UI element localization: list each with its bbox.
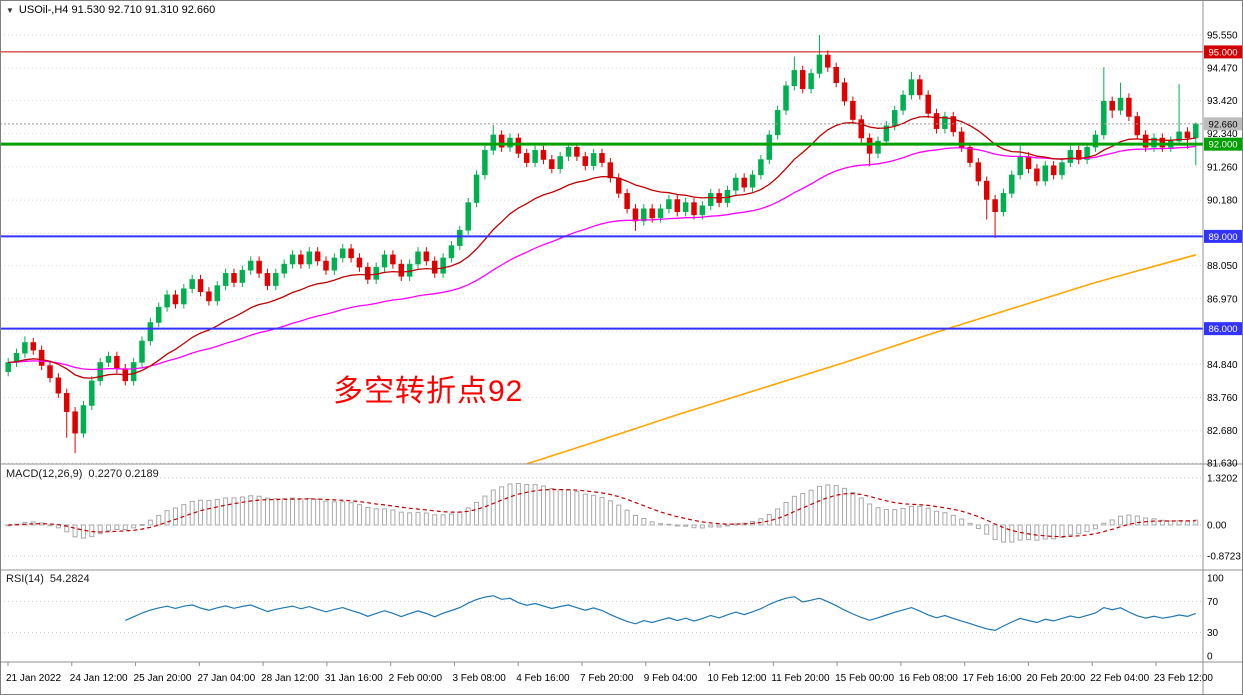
support-resistance-lines [0, 51, 1203, 330]
svg-text:21 Jan 2022: 21 Jan 2022 [6, 673, 61, 684]
macd-panel [5, 483, 1199, 543]
rsi-label-text: RSI(14) [6, 573, 44, 585]
svg-text:83.760: 83.760 [1207, 393, 1238, 404]
svg-text:27 Jan 04:00: 27 Jan 04:00 [197, 673, 255, 684]
svg-text:86.970: 86.970 [1207, 294, 1238, 305]
svg-text:86.000: 86.000 [1208, 324, 1237, 335]
svg-text:95.000: 95.000 [1208, 47, 1237, 58]
svg-text:100: 100 [1207, 574, 1224, 585]
svg-text:0.00: 0.00 [1207, 520, 1227, 531]
macd-values-text: 0.2270 0.2189 [88, 468, 159, 480]
svg-text:1.3202: 1.3202 [1207, 474, 1238, 485]
chevron-down-icon[interactable]: ▼ [6, 6, 14, 15]
svg-text:2 Feb 00:00: 2 Feb 00:00 [389, 673, 443, 684]
svg-text:-0.8723: -0.8723 [1207, 552, 1241, 563]
svg-text:20 Feb 20:00: 20 Feb 20:00 [1026, 673, 1085, 684]
svg-text:24 Jan 12:00: 24 Jan 12:00 [70, 673, 128, 684]
macd-label-text: MACD(12,26,9) [6, 468, 83, 480]
svg-text:90.180: 90.180 [1207, 196, 1238, 207]
svg-text:81.630: 81.630 [1207, 459, 1238, 470]
rsi-value-text: 54.2824 [49, 573, 90, 585]
svg-text:70: 70 [1207, 597, 1219, 608]
svg-text:11 Feb 20:00: 11 Feb 20:00 [771, 673, 830, 684]
grid-lines [0, 34, 1203, 634]
svg-text:89.000: 89.000 [1208, 232, 1237, 243]
time-axis[interactable]: 21 Jan 2022 24 Jan 12:00 25 Jan 20:00 27 Ja… [6, 662, 1213, 684]
chart-annotation-text[interactable]: 多空转折点92 [333, 375, 524, 408]
svg-text:93.420: 93.420 [1207, 96, 1238, 107]
svg-text:84.840: 84.840 [1207, 360, 1238, 371]
svg-text:92.660: 92.660 [1208, 119, 1237, 130]
svg-text:88.050: 88.050 [1207, 261, 1238, 272]
svg-text:91.260: 91.260 [1207, 162, 1238, 173]
moving-average-lines [8, 115, 1196, 379]
svg-text:95.550: 95.550 [1207, 31, 1238, 42]
symbol-ohlc-readout: USOil-,H4 91.530 92.710 91.310 92.660 [18, 4, 216, 16]
svg-text:3 Feb 08:00: 3 Feb 08:00 [452, 673, 506, 684]
candlestick-series [5, 35, 1199, 454]
slow-ma-line [526, 254, 1197, 465]
symbol-info-bar: ▼ USOil-,H4 91.530 92.710 91.310 92.660 [6, 4, 215, 16]
svg-text:16 Feb 08:00: 16 Feb 08:00 [899, 673, 958, 684]
svg-text:23 Feb 12:00: 23 Feb 12:00 [1154, 673, 1213, 684]
svg-text:15 Feb 00:00: 15 Feb 00:00 [835, 673, 894, 684]
svg-text:82.680: 82.680 [1207, 426, 1238, 437]
svg-text:9 Feb 04:00: 9 Feb 04:00 [644, 673, 698, 684]
svg-text:94.470: 94.470 [1207, 64, 1238, 75]
svg-text:22 Feb 04:00: 22 Feb 04:00 [1090, 673, 1149, 684]
price-axis[interactable]: 81.630 82.680 83.760 84.840 86.970 88.050 90.1… [1204, 31, 1242, 663]
rsi-indicator-label: RSI(14) 54.2824 [6, 573, 90, 585]
svg-text:7 Feb 20:00: 7 Feb 20:00 [580, 673, 634, 684]
svg-text:0: 0 [1207, 652, 1213, 663]
svg-text:28 Jan 12:00: 28 Jan 12:00 [261, 673, 319, 684]
rsi-panel [125, 595, 1197, 632]
svg-text:10 Feb 12:00: 10 Feb 12:00 [708, 673, 767, 684]
svg-text:4 Feb 16:00: 4 Feb 16:00 [516, 673, 570, 684]
svg-text:92.340: 92.340 [1207, 129, 1238, 140]
svg-text:17 Feb 16:00: 17 Feb 16:00 [963, 673, 1022, 684]
svg-text:30: 30 [1207, 628, 1219, 639]
svg-text:25 Jan 20:00: 25 Jan 20:00 [134, 673, 192, 684]
svg-text:92.000: 92.000 [1208, 140, 1237, 151]
svg-text:31 Jan 16:00: 31 Jan 16:00 [325, 673, 383, 684]
macd-indicator-label: MACD(12,26,9) 0.2270 0.2189 [6, 468, 159, 480]
